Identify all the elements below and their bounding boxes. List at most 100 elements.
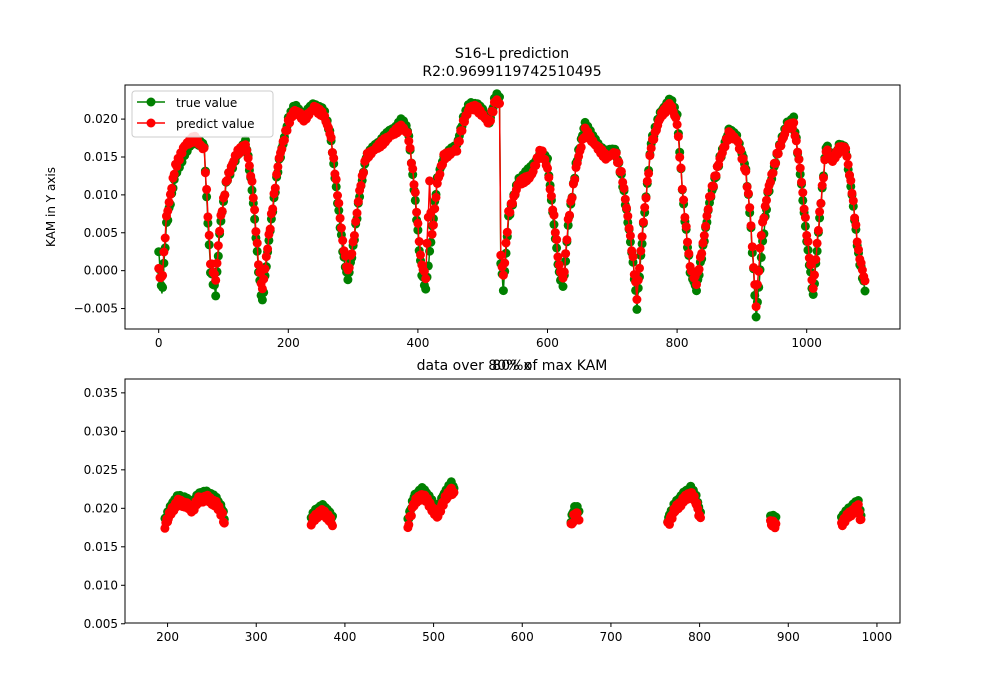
predict-point	[544, 173, 554, 183]
predict-point	[611, 148, 621, 158]
true-point	[751, 312, 761, 322]
predict-point	[803, 237, 813, 246]
predict-point	[252, 238, 262, 248]
bottom-xtick-label: 1000	[862, 630, 893, 644]
predict-point	[419, 266, 429, 276]
predict-point	[222, 175, 232, 185]
bottom-plot-frame	[124, 378, 901, 624]
predict-point	[637, 232, 647, 242]
bottom-ytick-label: 0.030	[84, 424, 118, 438]
predict-point	[257, 284, 267, 294]
predict-point	[282, 126, 292, 136]
predict-point	[502, 227, 512, 237]
top-ytick-label: 0.010	[84, 188, 118, 202]
predict-point	[277, 144, 287, 154]
predict-point	[169, 169, 179, 179]
predict-point	[614, 157, 624, 167]
bottom-xtick-label: 900	[777, 630, 800, 644]
predict-point	[403, 128, 412, 138]
predict-point	[759, 213, 769, 223]
predict-point	[567, 193, 577, 203]
true-point	[211, 291, 221, 301]
predict-point	[164, 197, 174, 207]
predict-point	[699, 231, 709, 240]
predict-point	[174, 155, 184, 165]
predict-point	[649, 135, 659, 144]
predict-point	[213, 241, 223, 251]
predict-point	[331, 174, 341, 184]
predict-point	[640, 203, 650, 212]
predict-point	[680, 212, 690, 222]
predict-point	[754, 266, 764, 276]
predict-point	[698, 238, 708, 248]
predict-point	[338, 236, 348, 245]
predict-point	[554, 260, 564, 270]
predict-point	[349, 231, 359, 240]
predict-point	[496, 250, 506, 260]
predict-point	[202, 184, 212, 194]
predict-point	[810, 270, 819, 280]
predict-point	[430, 204, 440, 214]
predict-point	[619, 183, 629, 193]
predict-point	[789, 118, 799, 128]
predict-point	[352, 208, 362, 218]
predict-point	[405, 143, 415, 153]
predict-point	[408, 164, 418, 174]
predict-point	[549, 210, 559, 220]
predict-point	[545, 184, 555, 194]
predict-point	[457, 126, 467, 136]
predict-point	[752, 280, 762, 289]
predict-point	[771, 158, 781, 168]
true-point	[558, 282, 568, 291]
bottom-predict-point	[404, 520, 414, 530]
predict-point	[251, 227, 261, 237]
top-ytick-label: −0.005	[74, 302, 118, 316]
predict-point	[762, 195, 771, 205]
predict-point	[158, 270, 168, 280]
predict-point	[248, 193, 258, 203]
predict-point	[431, 192, 441, 202]
predict-point	[848, 196, 858, 206]
predict-point	[272, 169, 282, 179]
predict-point	[159, 247, 169, 257]
legend-predict-label: predict value	[176, 117, 255, 131]
predict-point	[851, 220, 861, 230]
predict-point	[683, 237, 692, 247]
predict-point	[624, 223, 634, 233]
predict-point	[635, 263, 644, 273]
predict-point	[797, 177, 806, 187]
top-xtick-label: 1000	[791, 336, 822, 350]
predict-point	[359, 168, 368, 178]
predict-point	[812, 238, 822, 248]
bottom-predict-point	[449, 487, 459, 497]
top-ytick-label: 0.005	[84, 226, 118, 240]
predict-point	[410, 187, 420, 197]
bottom-xtick-label: 500	[422, 630, 445, 644]
predict-point	[154, 263, 164, 273]
bottom-xtick-label: 600	[511, 630, 534, 644]
predict-point	[706, 191, 716, 201]
predict-point	[273, 162, 283, 172]
bottom-predict-point	[572, 508, 582, 518]
predict-point	[633, 275, 643, 285]
bottom-xtick-label: 200	[156, 630, 179, 644]
true-point	[158, 282, 168, 292]
predict-point	[427, 229, 437, 239]
predict-point	[553, 252, 563, 262]
bottom-predict-point	[854, 507, 864, 517]
predict-point	[751, 302, 761, 312]
predict-point	[842, 152, 852, 161]
bottom-predict-point	[219, 518, 229, 528]
true-point	[247, 185, 257, 195]
predict-point	[684, 249, 694, 259]
bottom-predict-point	[574, 515, 584, 525]
predict-point	[347, 249, 357, 259]
legend: true value predict value	[131, 90, 274, 138]
predict-point	[816, 198, 826, 208]
predict-point	[199, 143, 209, 153]
predict-point	[425, 176, 435, 186]
legend-true-label: true value	[176, 96, 237, 110]
predict-point	[632, 295, 642, 304]
true-point	[343, 275, 353, 285]
